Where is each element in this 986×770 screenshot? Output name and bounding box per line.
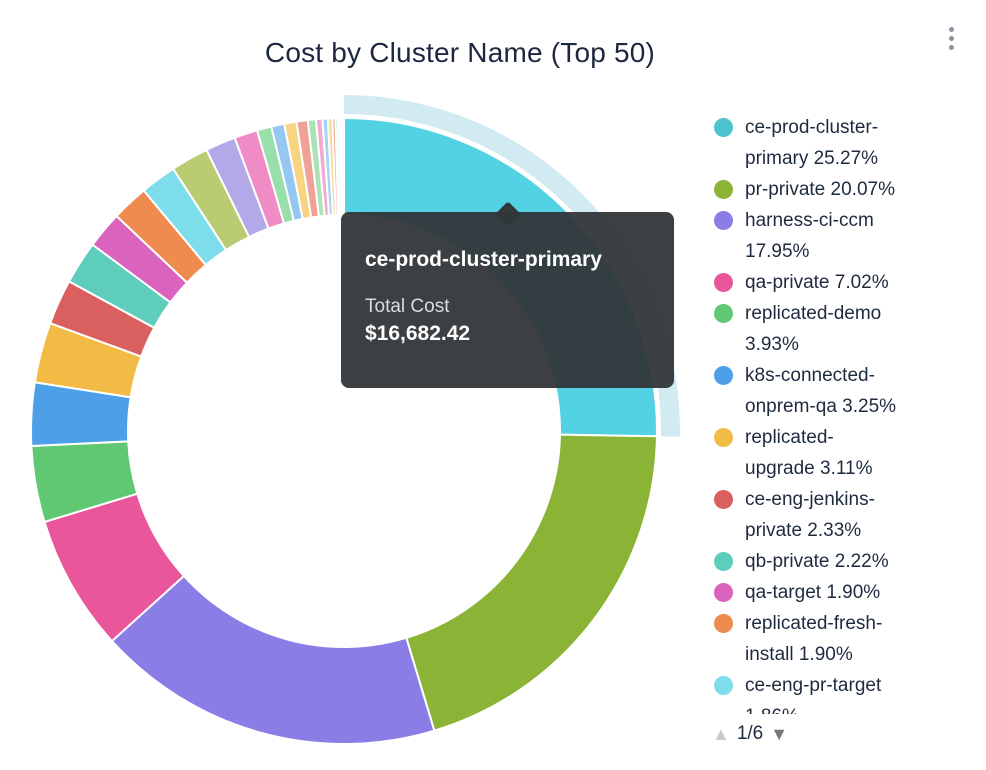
legend-dot-icon	[714, 304, 733, 323]
legend-dot-icon	[714, 180, 733, 199]
legend-item[interactable]: replicated-upgrade 3.11%	[712, 422, 964, 484]
legend-item[interactable]: replicated-fresh-install 1.90%	[712, 608, 964, 670]
legend-label: qa-private 7.02%	[745, 272, 889, 293]
chart-tooltip: ce-prod-cluster-primary Total Cost $16,6…	[341, 201, 674, 388]
legend-page-down-button[interactable]: ▼	[770, 723, 789, 744]
tooltip-series-name: ce-prod-cluster-primary	[365, 248, 602, 271]
legend-dot-icon	[714, 676, 733, 695]
legend-item[interactable]: ce-prod-cluster-primary 25.27%	[712, 112, 964, 174]
legend-dot-icon	[714, 366, 733, 385]
more-options-button[interactable]	[936, 18, 966, 58]
legend-item[interactable]: ce-eng-jenkins-private 2.33%	[712, 484, 964, 546]
legend-label: k8s-connected-onprem-qa 3.25%	[745, 365, 897, 417]
legend-label: pr-private 20.07%	[745, 179, 895, 200]
legend-label: replicated-upgrade 3.11%	[745, 427, 873, 479]
legend-label: replicated-demo 3.93%	[745, 303, 882, 355]
legend-pagination: ▲ 1/6 ▼	[712, 723, 788, 745]
chart-legend: ce-prod-cluster-primary 25.27% pr-private…	[712, 112, 964, 714]
pie-slice-pr-private[interactable]	[405, 433, 658, 732]
legend-dot-icon	[714, 552, 733, 571]
legend-label: qb-private 2.22%	[745, 551, 889, 572]
legend-dot-icon	[714, 211, 733, 230]
legend-dot-icon	[714, 490, 733, 509]
legend-list: ce-prod-cluster-primary 25.27% pr-private…	[712, 112, 964, 714]
legend-label: qa-target 1.90%	[745, 582, 881, 603]
tooltip-metric-label: Total Cost	[365, 296, 450, 317]
legend-item[interactable]: qa-private 7.02%	[712, 267, 964, 298]
legend-dot-icon	[714, 614, 733, 633]
legend-item[interactable]: k8s-connected-onprem-qa 3.25%	[712, 360, 964, 422]
legend-label: ce-eng-jenkins-private 2.33%	[745, 489, 875, 541]
legend-dot-icon	[714, 428, 733, 447]
legend-page-up-button[interactable]: ▲	[712, 723, 730, 744]
kebab-icon	[948, 26, 954, 50]
legend-item[interactable]: qa-target 1.90%	[712, 577, 964, 608]
legend-dot-icon	[714, 273, 733, 292]
legend-label: replicated-fresh-install 1.90%	[745, 613, 883, 665]
chart-title: Cost by Cluster Name (Top 50)	[264, 36, 656, 68]
legend-item[interactable]: qb-private 2.22%	[712, 546, 964, 577]
legend-item[interactable]: pr-private 20.07%	[712, 174, 964, 205]
legend-label: ce-prod-cluster-primary 25.27%	[745, 117, 879, 169]
pie-slice-harness-ci-ccm[interactable]	[110, 574, 436, 745]
legend-dot-icon	[714, 118, 733, 137]
legend-item[interactable]: replicated-demo 3.93%	[712, 298, 964, 360]
legend-item[interactable]: harness-ci-ccm 17.95%	[712, 205, 964, 267]
legend-label: harness-ci-ccm 17.95%	[745, 210, 874, 262]
legend-dot-icon	[714, 583, 733, 602]
tooltip-value: $16,682.42	[365, 322, 471, 345]
legend-page-label: 1/6	[736, 723, 764, 744]
